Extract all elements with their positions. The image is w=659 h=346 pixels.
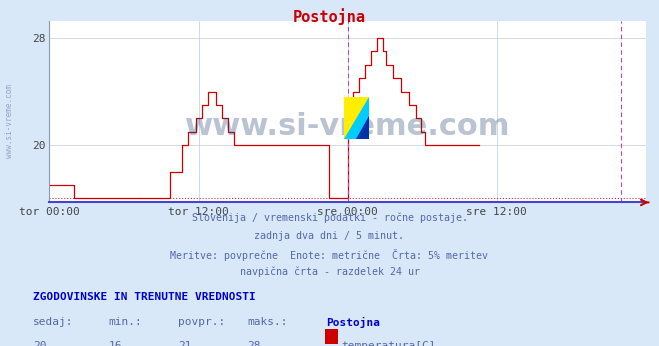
Text: zadnja dva dni / 5 minut.: zadnja dva dni / 5 minut. — [254, 231, 405, 241]
Text: navpična črta - razdelek 24 ur: navpična črta - razdelek 24 ur — [239, 267, 420, 277]
Text: 16: 16 — [109, 341, 122, 346]
Text: 21: 21 — [178, 341, 191, 346]
Text: www.si-vreme.com: www.si-vreme.com — [185, 112, 510, 140]
Text: Meritve: povprečne  Enote: metrične  Črta: 5% meritev: Meritve: povprečne Enote: metrične Črta:… — [171, 249, 488, 261]
Polygon shape — [344, 97, 369, 139]
Text: 28: 28 — [247, 341, 260, 346]
Text: Slovenija / vremenski podatki - ročne postaje.: Slovenija / vremenski podatki - ročne po… — [192, 213, 467, 223]
Polygon shape — [344, 97, 369, 139]
Polygon shape — [356, 116, 369, 139]
Text: Postojna: Postojna — [293, 9, 366, 26]
Text: temperatura[C]: temperatura[C] — [341, 341, 436, 346]
Text: maks.:: maks.: — [247, 317, 287, 327]
Text: min.:: min.: — [109, 317, 142, 327]
Text: sedaj:: sedaj: — [33, 317, 73, 327]
Text: 20: 20 — [33, 341, 46, 346]
Text: ZGODOVINSKE IN TRENUTNE VREDNOSTI: ZGODOVINSKE IN TRENUTNE VREDNOSTI — [33, 292, 256, 302]
Text: povpr.:: povpr.: — [178, 317, 225, 327]
Text: Postojna: Postojna — [326, 317, 380, 328]
Text: www.si-vreme.com: www.si-vreme.com — [5, 84, 14, 158]
